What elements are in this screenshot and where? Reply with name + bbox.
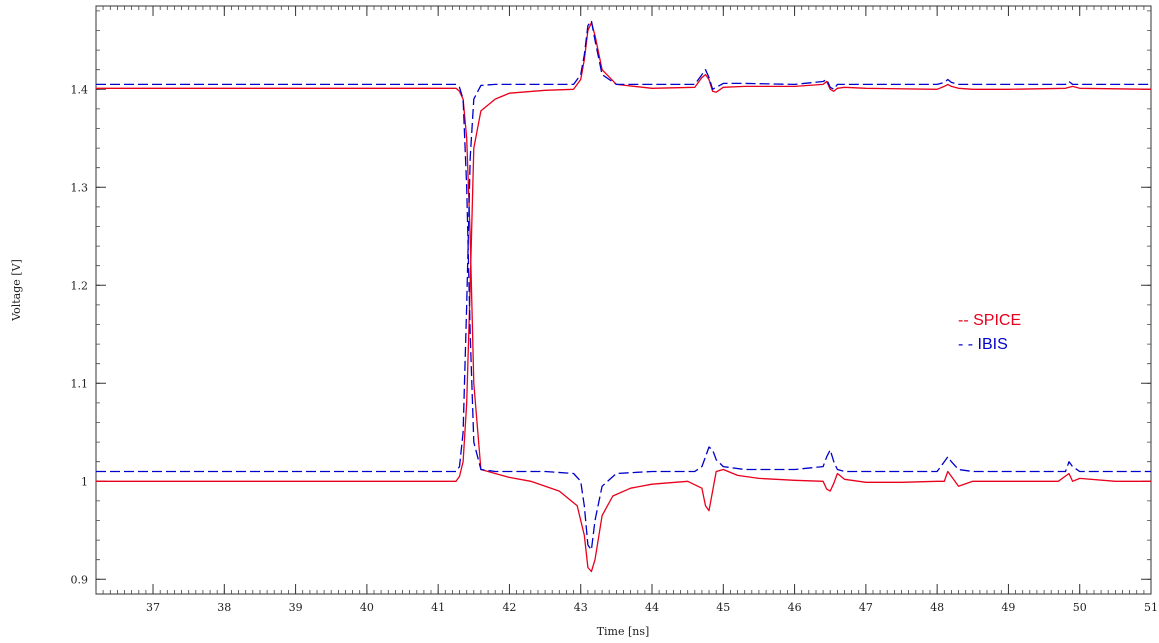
x-tick-label: 47 — [859, 601, 873, 614]
legend: -- SPICE - - IBIS — [958, 312, 1021, 353]
legend-entry: - - IBIS — [958, 336, 1008, 353]
series-line-ibis — [96, 20, 1151, 473]
y-tick-label: 0.9 — [71, 573, 89, 586]
x-tick-label: 41 — [431, 601, 445, 614]
x-tick-label: 40 — [360, 601, 374, 614]
x-tick-label: 44 — [645, 601, 659, 614]
y-tick-label: 1 — [81, 475, 88, 488]
series-line-spice — [96, 87, 1151, 573]
series-layer — [96, 20, 1152, 573]
y-tick-label: 1.1 — [71, 377, 89, 390]
x-tick-label: 37 — [146, 601, 160, 614]
y-tick-label: 1.2 — [71, 279, 89, 292]
y-axis-label: Voltage [V] — [10, 259, 23, 322]
tick-labels: 37 38 39 40 41 42 43 44 45 46 47 48 49 50 51 0.9 1 1.1 1.2… — [71, 83, 1159, 614]
x-tick-label: 51 — [1144, 601, 1158, 614]
x-tick-label: 48 — [930, 601, 944, 614]
plot-frame — [95, 5, 1152, 595]
series-line-ibis — [96, 83, 1151, 551]
x-tick-label: 38 — [217, 601, 231, 614]
x-tick-label: 46 — [788, 601, 802, 614]
x-tick-label: 42 — [502, 601, 516, 614]
y-tick-label: 1.3 — [71, 181, 89, 194]
legend-entry: -- SPICE — [958, 312, 1021, 329]
x-tick-label: 43 — [574, 601, 588, 614]
series-line-spice — [96, 22, 1152, 482]
x-axis-label: Time [ns] — [597, 625, 650, 638]
x-tick-label: 50 — [1073, 601, 1087, 614]
x-tick-label: 45 — [716, 601, 730, 614]
x-tick-label: 39 — [289, 601, 303, 614]
y-tick-label: 1.4 — [71, 83, 89, 96]
x-tick-label: 49 — [1001, 601, 1015, 614]
